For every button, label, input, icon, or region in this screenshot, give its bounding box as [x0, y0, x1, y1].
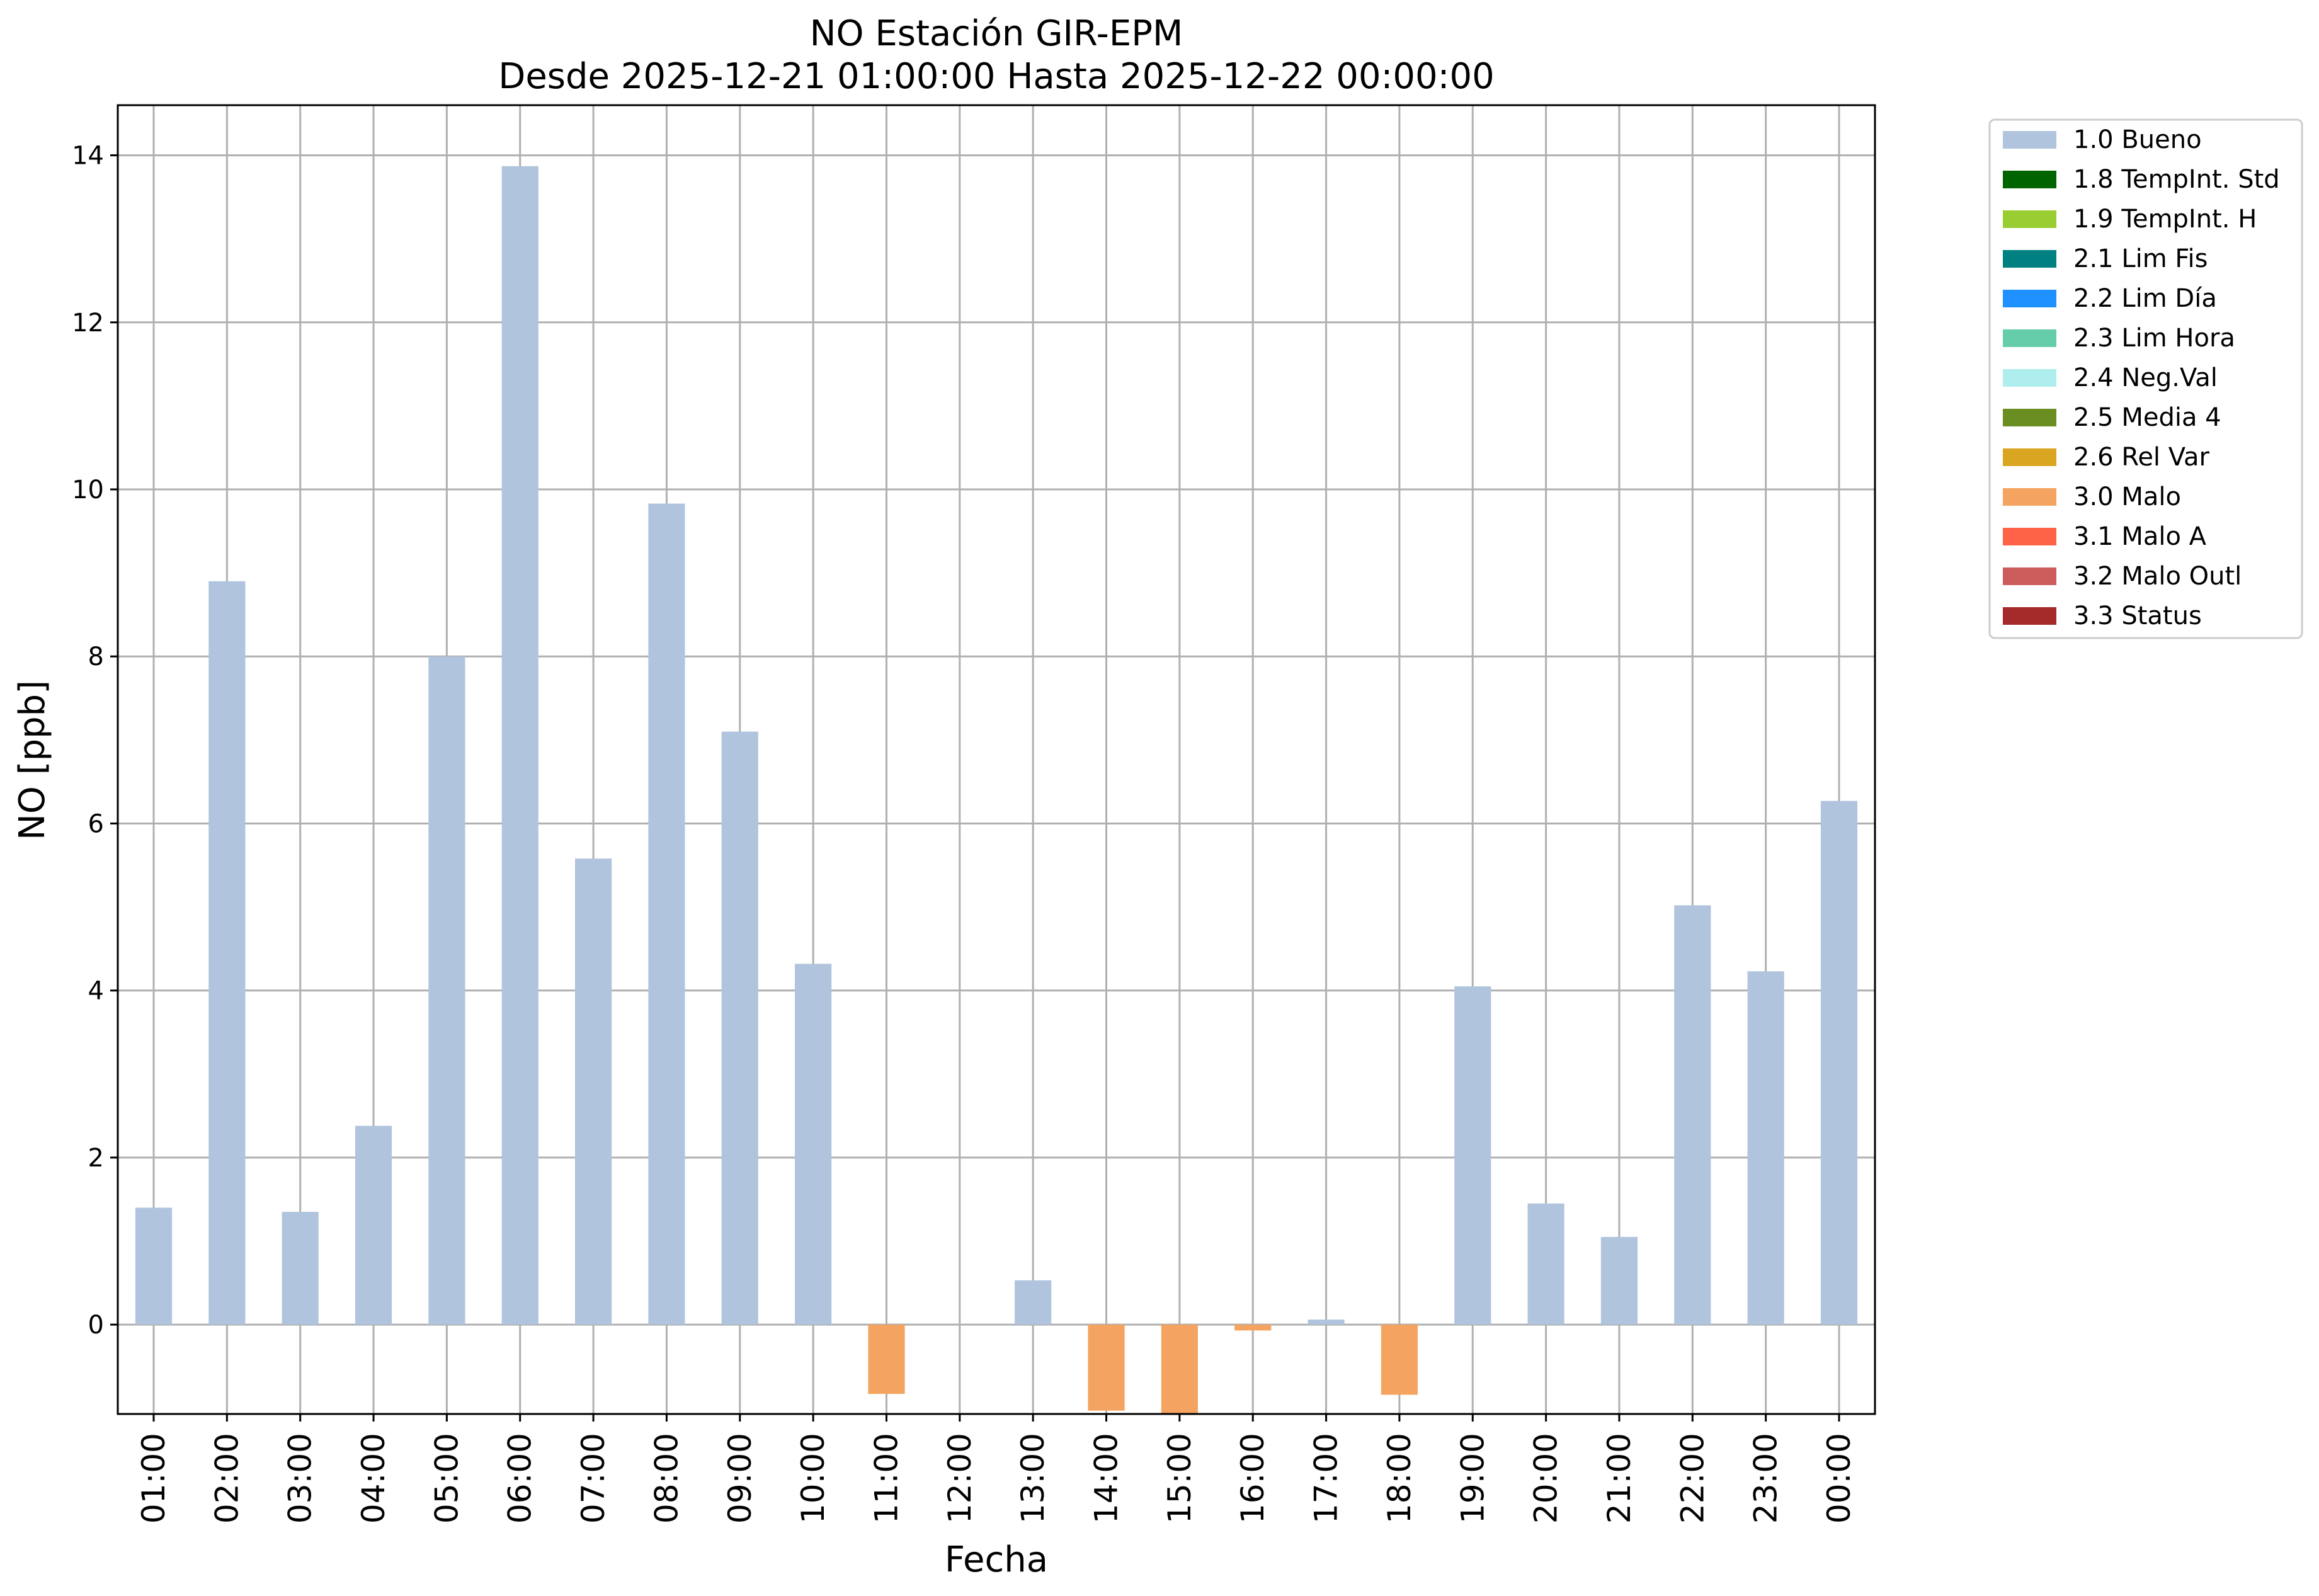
legend-label: 3.0 Malo — [2073, 482, 2181, 511]
bar-0700 — [575, 858, 612, 1325]
bar-1300 — [1015, 1280, 1052, 1325]
x-tick-label: 15:00 — [1161, 1433, 1198, 1524]
x-tick-label: 00:00 — [1821, 1433, 1857, 1524]
legend-label: 1.9 TempInt. H — [2073, 205, 2257, 234]
legend-swatch — [2003, 488, 2056, 506]
bar-2300 — [1747, 971, 1784, 1325]
x-tick-label: 02:00 — [208, 1433, 245, 1524]
bar-0600 — [501, 166, 538, 1325]
x-tick-label: 18:00 — [1381, 1433, 1418, 1524]
bar-1600 — [1234, 1325, 1272, 1331]
bar-2000 — [1527, 1203, 1564, 1325]
bar-0100 — [135, 1207, 173, 1325]
x-axis-ticks: 01:00 02:00 03:00 04:00 05:00 06:00 07:00 08:00… — [135, 1414, 1857, 1524]
x-tick-label: 01:00 — [135, 1433, 172, 1524]
x-tick-label: 11:00 — [868, 1433, 904, 1524]
x-tick-label: 23:00 — [1748, 1433, 1784, 1524]
legend-label: 2.5 Media 4 — [2073, 403, 2221, 432]
y-tick-label: 14 — [72, 142, 104, 171]
legend-label: 2.3 Lim Hora — [2073, 324, 2235, 353]
legend-swatch — [2003, 329, 2056, 347]
x-tick-label: 17:00 — [1308, 1433, 1345, 1524]
legend-swatch — [2003, 567, 2056, 585]
legend-swatch — [2003, 448, 2056, 466]
chart-subtitle: Desde 2025-12-21 01:00:00 Hasta 2025-12-… — [498, 56, 1495, 97]
bar-1700 — [1308, 1320, 1345, 1325]
y-tick-label: 8 — [88, 642, 104, 671]
legend-label: 3.1 Malo A — [2073, 522, 2207, 551]
x-tick-label: 22:00 — [1674, 1433, 1711, 1524]
legend-swatch — [2003, 409, 2056, 426]
x-tick-label: 12:00 — [942, 1433, 978, 1524]
legend-label: 3.2 Malo Outl — [2073, 562, 2242, 591]
y-tick-label: 4 — [88, 977, 104, 1006]
x-tick-label: 13:00 — [1015, 1433, 1051, 1524]
legend-label: 1.0 Bueno — [2073, 125, 2202, 154]
y-tick-label: 10 — [72, 476, 104, 504]
legend-label: 2.1 Lim Fis — [2073, 244, 2208, 273]
x-tick-label: 21:00 — [1601, 1433, 1638, 1524]
x-tick-label: 09:00 — [722, 1433, 758, 1524]
legend-label: 2.6 Rel Var — [2073, 443, 2210, 472]
bar-1800 — [1381, 1325, 1418, 1395]
legend-swatch — [2003, 369, 2056, 387]
x-tick-label: 16:00 — [1234, 1433, 1271, 1524]
x-tick-label: 03:00 — [282, 1433, 319, 1524]
bar-1500 — [1161, 1325, 1198, 1414]
y-axis-label: NO [ppb] — [12, 680, 53, 840]
plot-frame — [117, 104, 1876, 1415]
x-tick-label: 05:00 — [428, 1433, 465, 1524]
y-tick-label: 2 — [88, 1144, 104, 1173]
x-tick-label: 06:00 — [502, 1433, 538, 1524]
bars — [135, 166, 1858, 1414]
bar-0200 — [208, 581, 246, 1325]
bar-0400 — [355, 1126, 392, 1325]
bar-1100 — [868, 1325, 905, 1394]
x-tick-label: 14:00 — [1088, 1433, 1125, 1524]
legend-swatch — [2003, 607, 2056, 625]
y-axis-ticks: 0 2 4 6 8 10 12 14 — [72, 142, 118, 1340]
legend-label: 1.8 TempInt. Std — [2073, 165, 2280, 194]
bar-1000 — [795, 964, 832, 1325]
bar-1400 — [1088, 1325, 1125, 1411]
legend-label: 2.4 Neg.Val — [2073, 363, 2218, 392]
bar-0500 — [428, 656, 465, 1325]
chart-title: NO Estación GIR-EPM — [810, 13, 1183, 54]
legend-swatch — [2003, 290, 2056, 307]
y-tick-label: 6 — [88, 809, 104, 838]
legend-box — [1988, 118, 2303, 639]
legend-swatch — [2003, 171, 2056, 188]
legend: 1.0 Bueno 1.8 TempInt. Std 1.9 TempInt. H 2… — [1988, 118, 2303, 639]
x-tick-label: 04:00 — [355, 1433, 392, 1524]
bar-0300 — [282, 1212, 319, 1325]
x-tick-label: 19:00 — [1454, 1433, 1491, 1524]
x-tick-label: 07:00 — [575, 1433, 612, 1524]
x-tick-label: 10:00 — [795, 1433, 831, 1524]
x-axis-label: Fecha — [945, 1539, 1048, 1580]
legend-swatch — [2003, 528, 2056, 545]
y-tick-label: 0 — [88, 1311, 104, 1340]
legend-swatch — [2003, 210, 2056, 228]
bar-0900 — [721, 731, 758, 1325]
bar-2100 — [1600, 1236, 1638, 1325]
y-tick-label: 12 — [72, 309, 104, 338]
bar-0000 — [1820, 801, 1858, 1325]
legend-label: 2.2 Lim Día — [2073, 284, 2217, 313]
legend-swatch — [2003, 131, 2056, 149]
bar-0800 — [648, 503, 685, 1325]
legend-label: 3.3 Status — [2073, 601, 2202, 630]
x-tick-label: 08:00 — [648, 1433, 685, 1524]
legend-swatch — [2003, 250, 2056, 268]
x-tick-label: 20:00 — [1528, 1433, 1564, 1524]
bar-1900 — [1454, 986, 1491, 1325]
bar-2200 — [1674, 905, 1711, 1325]
